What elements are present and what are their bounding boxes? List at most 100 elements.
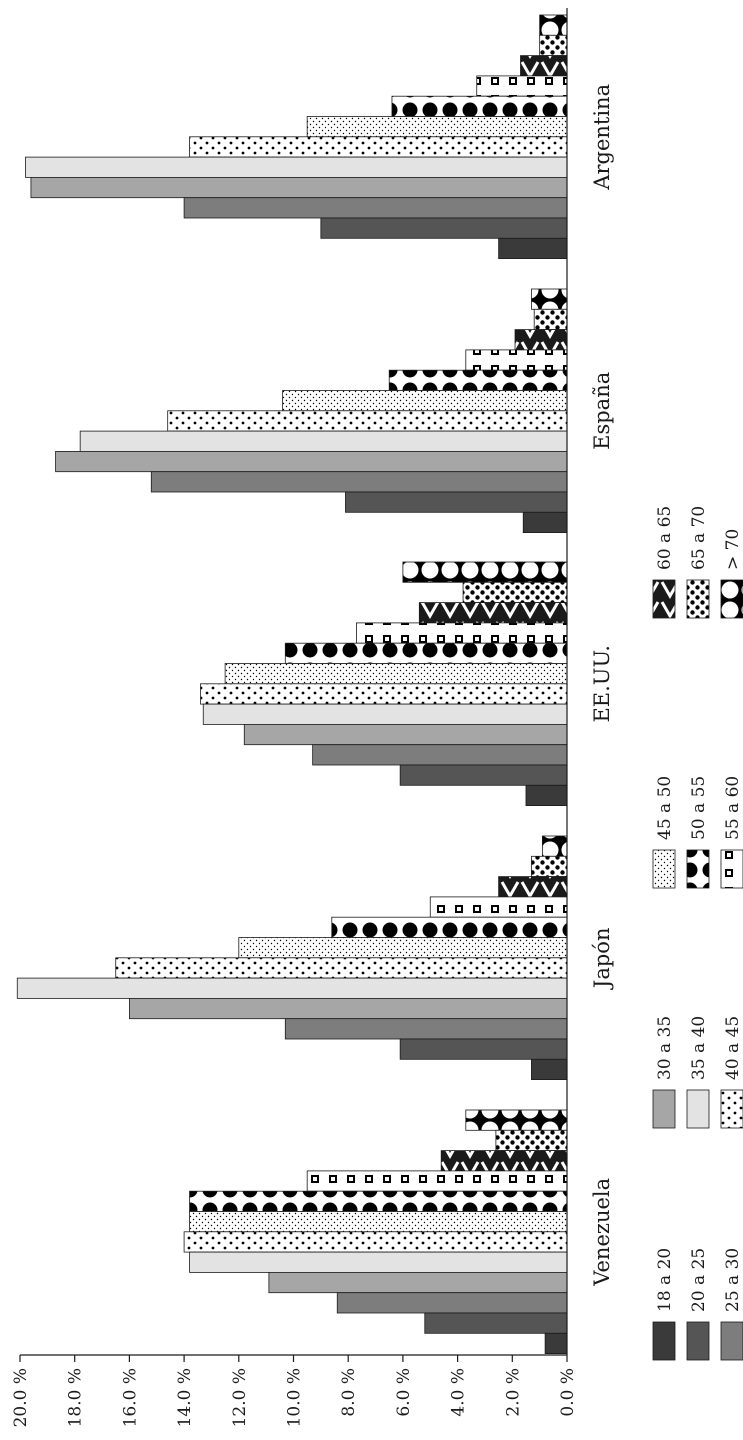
bars-layer xyxy=(16,14,568,1355)
legend-label: 40 a 45 xyxy=(723,1016,743,1080)
tick-label: 18.0 % xyxy=(66,1368,86,1427)
legend: 18 a 20 20 a 25 25 a 30 30 a 35 35 a 40 40 a … xyxy=(652,506,743,1361)
bar-2-0 xyxy=(525,784,568,806)
legend-swatch xyxy=(652,849,676,889)
tick-label: 6.0 % xyxy=(394,1368,414,1417)
bar-3-0 xyxy=(531,1058,568,1081)
bar-3-8 xyxy=(429,896,568,918)
legend-swatch xyxy=(686,1321,710,1361)
bar-0-1 xyxy=(320,217,568,239)
bar-2-11 xyxy=(402,561,568,583)
bar-2-5 xyxy=(200,683,568,705)
bar-1-10 xyxy=(533,308,568,330)
bar-1-9 xyxy=(514,329,568,351)
tick-label: 12.0 % xyxy=(230,1368,250,1427)
bar-1-11 xyxy=(531,288,568,310)
bar-0-4 xyxy=(25,156,568,178)
tick-label: 2.0 % xyxy=(503,1368,523,1417)
bar-4-7 xyxy=(189,1190,568,1212)
bar-3-10 xyxy=(531,855,568,877)
legend-swatch xyxy=(720,849,743,889)
tick-label: 10.0 % xyxy=(285,1368,305,1427)
tick-label: 0.0 % xyxy=(558,1368,578,1417)
bar-4-11 xyxy=(465,1109,568,1131)
bar-2-1 xyxy=(399,764,568,786)
bar-3-6 xyxy=(238,937,568,959)
bar-0-8 xyxy=(476,75,568,97)
legend-label: 50 a 55 xyxy=(689,776,709,840)
legend-label: 18 a 20 xyxy=(655,1248,675,1312)
category-labels: Argentina España EE.UU. Japón Venezuela xyxy=(590,84,614,1287)
legend-label: 35 a 40 xyxy=(689,1016,709,1080)
bar-4-8 xyxy=(306,1170,568,1192)
legend-swatch xyxy=(652,579,676,619)
legend-swatch xyxy=(652,1089,676,1129)
bar-4-4 xyxy=(189,1251,568,1273)
bar-0-5 xyxy=(189,136,568,158)
category-label: EE.UU. xyxy=(590,645,614,722)
bar-2-4 xyxy=(202,703,568,725)
legend-label: 65 a 70 xyxy=(689,506,709,570)
legend-swatch xyxy=(720,1089,743,1129)
legend-swatch xyxy=(720,579,743,619)
bar-1-4 xyxy=(79,430,568,452)
bar-4-9 xyxy=(440,1150,568,1172)
category-label: Venezuela xyxy=(590,1178,614,1287)
bar-1-0 xyxy=(522,511,568,533)
bar-1-3 xyxy=(55,450,568,473)
bar-4-10 xyxy=(495,1129,568,1152)
bar-4-6 xyxy=(189,1211,568,1233)
legend-label: 25 a 30 xyxy=(723,1248,743,1312)
bar-0-10 xyxy=(539,34,568,56)
bar-1-2 xyxy=(150,471,568,493)
bar-2-9 xyxy=(418,602,568,624)
bar-3-11 xyxy=(541,835,568,857)
bar-2-3 xyxy=(243,724,568,746)
legend-swatch xyxy=(686,849,710,889)
bar-3-4 xyxy=(16,977,568,999)
bar-0-2 xyxy=(183,197,568,219)
bar-0-6 xyxy=(306,116,568,138)
bar-3-3 xyxy=(128,998,568,1020)
bar-3-9 xyxy=(498,876,568,898)
legend-label: 45 a 50 xyxy=(655,776,675,840)
tick-label: 20.0 % xyxy=(11,1368,31,1427)
tick-label: 4.0 % xyxy=(449,1368,469,1417)
bar-1-5 xyxy=(167,410,568,432)
bar-4-3 xyxy=(268,1272,568,1294)
category-label: España xyxy=(590,372,614,450)
bar-4-1 xyxy=(424,1312,568,1334)
legend-label: > 70 xyxy=(723,529,743,570)
bar-4-2 xyxy=(336,1292,568,1314)
legend-label: 55 a 60 xyxy=(723,776,743,840)
legend-label: 20 a 25 xyxy=(689,1248,709,1312)
bar-1-6 xyxy=(282,390,568,412)
bar-2-7 xyxy=(284,642,568,664)
bar-0-11 xyxy=(539,14,568,36)
bar-0-3 xyxy=(30,176,568,199)
bar-2-6 xyxy=(224,663,568,685)
legend-swatch xyxy=(686,1089,710,1129)
legend-swatch xyxy=(652,1321,676,1361)
category-label: Argentina xyxy=(590,84,614,191)
legend-label: 30 a 35 xyxy=(655,1016,675,1080)
bar-2-8 xyxy=(356,622,568,644)
bar-1-7 xyxy=(388,369,568,391)
bar-2-10 xyxy=(462,581,568,603)
bar-3-2 xyxy=(284,1018,568,1040)
bar-1-1 xyxy=(345,491,568,513)
y-axis: 0.0 % 2.0 % 4.0 % 6.0 % 8.0 % 10.0 % 12.0 % 14.… xyxy=(11,8,578,1427)
bar-0-7 xyxy=(391,95,568,117)
bar-3-5 xyxy=(115,957,568,979)
bar-4-0 xyxy=(544,1332,568,1355)
bar-3-1 xyxy=(399,1038,568,1060)
tick-label: 8.0 % xyxy=(339,1368,359,1417)
legend-swatch xyxy=(686,579,710,619)
bar-0-0 xyxy=(498,237,568,260)
legend-label: 60 a 65 xyxy=(655,506,675,570)
category-label: Japón xyxy=(590,928,614,991)
legend-swatch xyxy=(720,1321,743,1361)
tick-label: 14.0 % xyxy=(175,1368,195,1427)
